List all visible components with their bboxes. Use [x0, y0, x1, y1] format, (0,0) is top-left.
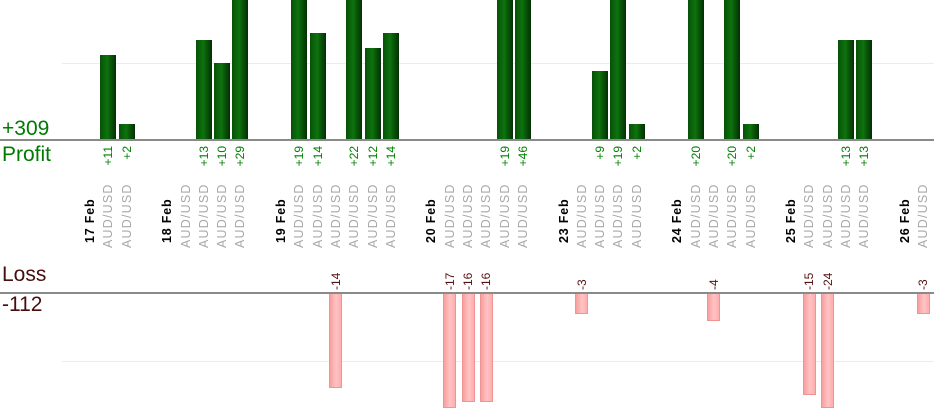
loss-gridline	[62, 361, 934, 362]
profit-value-label: +14	[310, 146, 325, 167]
profit-bar	[214, 63, 231, 139]
date-label: 25 Feb	[784, 198, 799, 243]
profit-bar	[382, 32, 399, 139]
profit-bar	[742, 123, 759, 139]
loss-bar	[707, 294, 721, 321]
profit-total-label: +309	[2, 117, 50, 140]
loss-value-label: -16	[479, 272, 494, 290]
profit-bar	[346, 0, 363, 139]
profit-bar	[592, 70, 609, 139]
profit-bar	[195, 40, 212, 139]
symbol-label: AUD/USD	[802, 183, 817, 248]
date-label: 18 Feb	[160, 198, 175, 243]
profit-bar	[628, 123, 645, 139]
profit-bar	[856, 40, 873, 139]
symbol-label: AUD/USD	[574, 183, 589, 248]
loss-value-label: -15	[802, 272, 817, 290]
loss-value-label: -4	[706, 279, 721, 290]
loss-total-label: -112	[2, 293, 43, 316]
profit-value-label: +2	[629, 146, 644, 160]
loss-axis-caption: Loss	[2, 263, 47, 286]
loss-value-label: -24	[820, 272, 835, 290]
profit-bar	[838, 40, 854, 139]
profit-value-label: +13	[839, 146, 853, 167]
date-label: 24 Feb	[670, 198, 685, 243]
symbol-label: AUD/USD	[461, 183, 475, 248]
symbol-label: AUD/USD	[328, 183, 343, 248]
profit-bar	[100, 55, 117, 139]
loss-bar	[916, 294, 930, 315]
loss-value-label: -3	[574, 279, 589, 290]
profit-bar	[514, 0, 531, 139]
loss-bar	[802, 294, 816, 395]
profit-bar	[687, 0, 704, 139]
profit-value-label: +22	[347, 146, 362, 167]
profit-value-label: +10	[215, 146, 230, 167]
date-label: 17 Feb	[83, 198, 97, 243]
loss-baseline	[0, 292, 934, 294]
symbol-label: AUD/USD	[479, 183, 494, 248]
profit-bar	[232, 0, 249, 139]
profit-value-label: +20	[725, 146, 740, 167]
profit-bar	[610, 0, 627, 139]
profit-bar	[118, 123, 135, 139]
profit-value-label: +46	[515, 146, 530, 167]
profit-value-label: +19	[497, 146, 512, 167]
profit-bar	[724, 0, 741, 139]
profit-value-label: +19	[292, 146, 307, 167]
profit-value-label: +19	[611, 146, 626, 167]
symbol-label: AUD/USD	[820, 183, 835, 248]
symbol-label: AUD/USD	[178, 183, 193, 248]
date-label: 19 Feb	[274, 198, 288, 243]
loss-value-label: -3	[916, 279, 931, 290]
date-label: 23 Feb	[556, 198, 571, 243]
loss-value-label: -16	[461, 272, 475, 290]
profit-axis-caption: Profit	[2, 143, 52, 166]
loss-bar	[461, 294, 475, 402]
profit-bar	[309, 32, 326, 139]
loss-bar	[821, 294, 835, 408]
profit-value-label: +13	[857, 146, 872, 167]
loss-bar	[575, 294, 589, 315]
profit-baseline	[0, 139, 934, 141]
profit-value-label: +11	[101, 146, 116, 166]
loss-bar	[479, 294, 493, 402]
loss-value-label: -17	[442, 272, 457, 290]
profit-value-label: +2	[743, 146, 758, 160]
profit-bar	[364, 47, 381, 139]
profit-bar	[496, 0, 513, 139]
symbol-label: AUD/USD	[916, 183, 931, 248]
profit-value-label: +29	[233, 146, 248, 167]
loss-bar	[329, 294, 343, 389]
symbol-label: AUD/USD	[706, 183, 721, 248]
date-label: 26 Feb	[897, 198, 912, 243]
loss-bar	[443, 294, 457, 408]
symbol-label: AUD/USD	[442, 183, 457, 248]
profit-value-label: +14	[383, 146, 398, 167]
profit-value-label: +13	[196, 146, 211, 167]
profit-value-label: +20	[688, 146, 703, 167]
profit-value-label: +2	[119, 146, 134, 160]
date-label: 20 Feb	[424, 198, 439, 243]
loss-value-label: -14	[328, 272, 343, 290]
profit-value-label: +12	[365, 146, 380, 167]
profit-value-label: +9	[593, 146, 608, 160]
profit-bar	[291, 0, 308, 139]
